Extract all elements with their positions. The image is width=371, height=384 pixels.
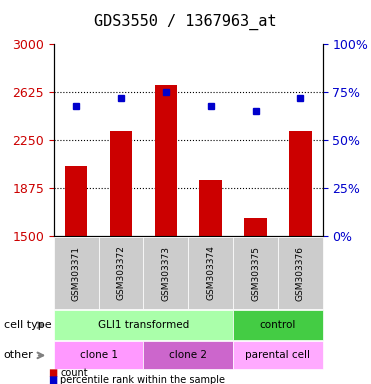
Bar — [244, 218, 267, 236]
Text: control: control — [260, 320, 296, 330]
Text: parental cell: parental cell — [246, 350, 311, 361]
Text: GDS3550 / 1367963_at: GDS3550 / 1367963_at — [94, 13, 277, 30]
Text: GLI1 transformed: GLI1 transformed — [98, 320, 189, 330]
Text: count: count — [60, 368, 88, 378]
Text: clone 2: clone 2 — [169, 350, 207, 361]
Text: cell type: cell type — [4, 320, 51, 330]
Bar — [289, 131, 312, 236]
Text: GSM303373: GSM303373 — [161, 245, 170, 301]
Text: GSM303375: GSM303375 — [251, 245, 260, 301]
Text: GSM303374: GSM303374 — [206, 246, 215, 300]
Text: ■: ■ — [48, 368, 58, 378]
Text: clone 1: clone 1 — [80, 350, 118, 361]
Bar — [65, 166, 88, 236]
Bar — [110, 131, 132, 236]
Text: ■: ■ — [48, 375, 58, 384]
Bar — [200, 180, 222, 236]
Text: GSM303372: GSM303372 — [116, 246, 125, 300]
Text: GSM303376: GSM303376 — [296, 245, 305, 301]
Bar — [155, 85, 177, 236]
Text: GSM303371: GSM303371 — [72, 245, 81, 301]
Text: other: other — [4, 350, 33, 361]
Text: percentile rank within the sample: percentile rank within the sample — [60, 375, 225, 384]
